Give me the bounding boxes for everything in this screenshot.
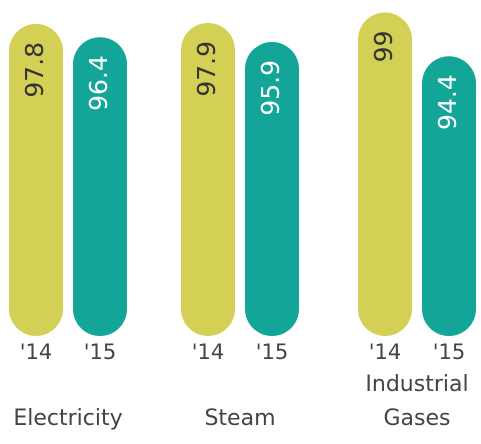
category-label: Industrial Gases bbox=[365, 372, 469, 431]
series-label: '14 bbox=[368, 340, 402, 364]
series-label: '15 bbox=[255, 340, 289, 364]
series-label: '15 bbox=[432, 340, 466, 364]
value-label: 96.4 bbox=[84, 55, 113, 111]
bar bbox=[73, 37, 127, 336]
value-label: 97.8 bbox=[20, 42, 49, 98]
bar bbox=[422, 56, 476, 336]
value-label: 94.4 bbox=[433, 74, 462, 130]
bar bbox=[245, 42, 299, 336]
bar bbox=[9, 23, 63, 337]
value-label: 97.9 bbox=[192, 41, 221, 97]
category-label: Steam bbox=[204, 406, 276, 431]
category-label: Electricity bbox=[13, 406, 123, 431]
series-label: '14 bbox=[191, 340, 225, 364]
series-label: '15 bbox=[83, 340, 117, 364]
series-label: '14 bbox=[19, 340, 53, 364]
bar bbox=[358, 12, 412, 337]
bar bbox=[181, 22, 235, 336]
value-label: 99 bbox=[369, 31, 398, 63]
value-label: 95.9 bbox=[256, 60, 285, 116]
